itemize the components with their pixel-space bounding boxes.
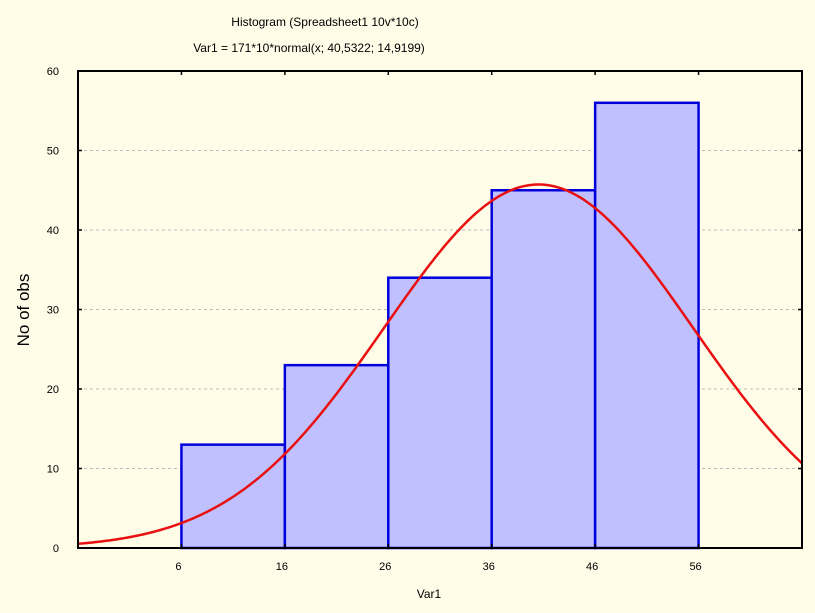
histogram-bar [490,189,597,550]
y-axis: 0 10 20 30 40 50 60 [47,66,802,555]
histogram-bar [593,101,700,550]
x-tick-label: 56 [689,561,701,573]
x-tick-label: 26 [379,561,391,573]
x-axis-label: Var1 [417,587,442,601]
y-tick-label: 20 [47,384,59,396]
x-tick-label: 36 [483,561,495,573]
y-tick-label: 60 [47,66,59,78]
chart-title: Histogram (Spreadsheet1 10v*10c) [231,15,418,29]
y-tick-label: 50 [47,146,59,158]
y-tick-label: 0 [53,543,59,555]
y-tick-label: 10 [47,464,59,476]
normal-fit-curve [77,183,803,546]
histogram-bar [387,276,493,550]
histogram-bars [180,101,700,550]
y-tick-label: 30 [47,305,59,317]
chart-subtitle: Var1 = 171*10*normal(x; 40,5322; 14,9199… [193,41,425,55]
x-tick-label: 6 [175,561,181,573]
normal-fit-curve-group [77,183,803,546]
x-tick-label: 16 [276,561,288,573]
x-tick-label: 46 [586,561,598,573]
y-axis-label: No of obs [14,274,33,347]
x-axis: 6 16 26 36 46 56 [175,71,702,573]
y-tick-label: 40 [47,225,59,237]
